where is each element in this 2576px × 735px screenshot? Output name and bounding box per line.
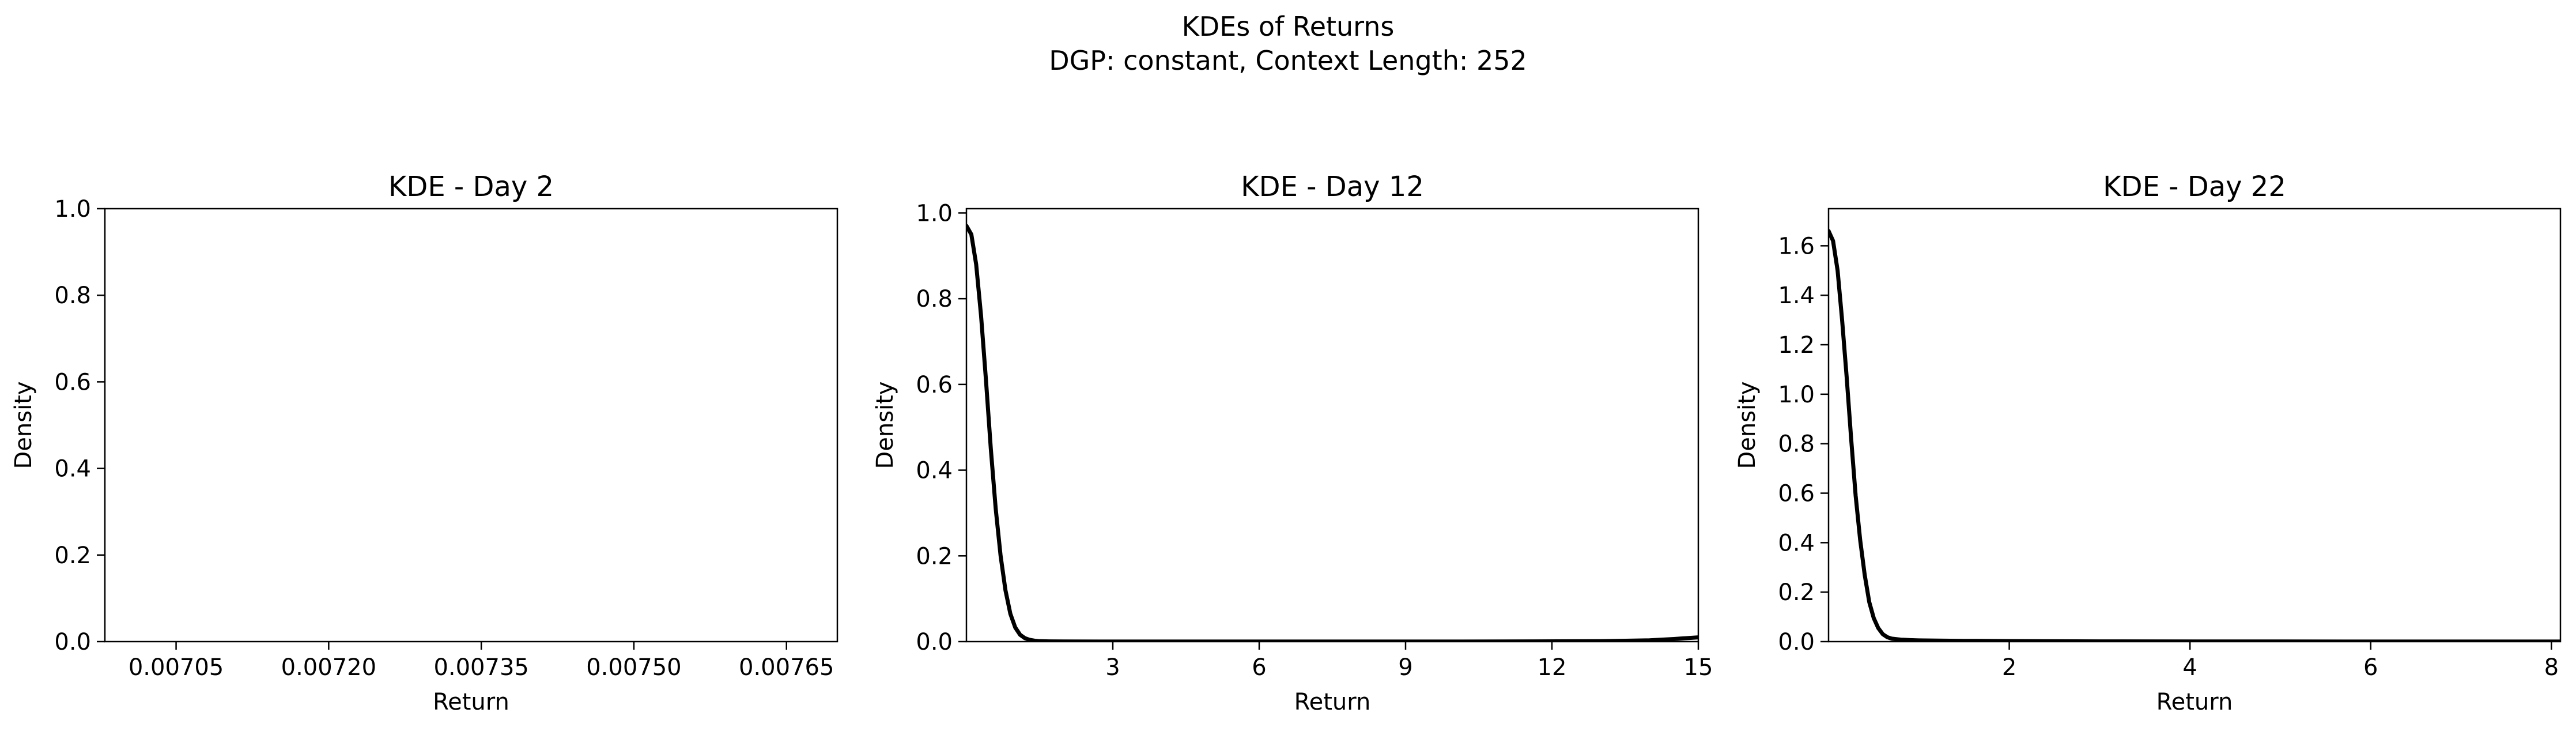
y-tick-label: 1.2	[1778, 332, 1815, 359]
x-axis-label: Return	[1294, 689, 1371, 715]
x-tick-label: 6	[2363, 654, 2378, 681]
y-tick-label: 0.8	[1778, 431, 1815, 458]
y-tick-label: 0.8	[916, 286, 953, 312]
y-tick-label: 0.6	[54, 369, 91, 395]
y-axis-label: Density	[1734, 381, 1761, 469]
y-tick-label: 1.0	[54, 196, 91, 223]
y-tick-label: 1.0	[1778, 382, 1815, 408]
x-tick-label: 0.00750	[586, 654, 681, 681]
subplot-title: KDE - Day 2	[388, 171, 554, 203]
x-axis-label: Return	[2156, 689, 2233, 715]
y-tick-label: 1.0	[916, 200, 953, 227]
y-tick-label: 0.4	[916, 458, 953, 484]
x-tick-label: 6	[1252, 654, 1266, 681]
y-tick-label: 1.4	[1778, 282, 1815, 309]
subplot-panels: 0.00705 0.00720 0.00735 0.00750 0.00765 0.0 0.…	[10, 171, 2562, 715]
x-tick-label: 0.00720	[281, 654, 376, 681]
subplot-title: KDE - Day 22	[2103, 171, 2286, 203]
y-tick-label: 1.6	[1778, 233, 1815, 259]
x-tick-label: 12	[1538, 654, 1567, 681]
x-tick-label: 4	[2182, 654, 2197, 681]
x-tick-label: 0.00735	[433, 654, 528, 681]
plot-frame	[104, 208, 838, 643]
x-axis-label: Return	[433, 689, 509, 715]
x-tick-label: 8	[2544, 654, 2559, 681]
subplot-3: 2 4 6 8 0.0 0.2 0.4 0.6 0.8 1.0 1.2 1.4 1.6 KDE - Day…	[1734, 171, 2562, 715]
y-tick-label: 0.4	[1778, 530, 1815, 556]
y-axis-label: Density	[10, 381, 37, 469]
y-tick-label: 0.8	[54, 282, 91, 309]
y-tick-label: 0.0	[1778, 629, 1815, 655]
plot-frame	[965, 208, 1699, 643]
x-tick-label: 2	[2002, 654, 2016, 681]
y-tick-label: 0.2	[916, 543, 953, 570]
y-tick-label: 0.4	[54, 456, 91, 483]
subplot-1: 0.00705 0.00720 0.00735 0.00750 0.00765 0.0 0.…	[10, 171, 838, 715]
figure-subtitle: DGP: constant, Context Length: 252	[1049, 45, 1527, 76]
x-tick-label: 9	[1398, 654, 1412, 681]
y-tick-label: 0.6	[916, 372, 953, 398]
subplot-2: 3 6 9 12 15 0.0 0.2 0.4 0.6 0.8 1.0 KDE - Day 12 Ret…	[872, 171, 1713, 715]
plot-frame	[1827, 208, 2562, 643]
x-tick-label: 15	[1684, 654, 1713, 681]
figure-title: KDEs of Returns	[1182, 11, 1395, 42]
y-axis-label: Density	[872, 381, 898, 469]
y-tick-label: 0.6	[1778, 481, 1815, 507]
y-tick-label: 0.2	[54, 542, 91, 569]
x-tick-label: 3	[1105, 654, 1120, 681]
x-tick-label: 0.00705	[129, 654, 224, 681]
subplot-title: KDE - Day 12	[1241, 171, 1424, 203]
x-tick-label: 0.00765	[739, 654, 834, 681]
y-tick-label: 0.0	[916, 629, 953, 655]
y-tick-label: 0.0	[54, 629, 91, 655]
y-tick-label: 0.2	[1778, 579, 1815, 606]
